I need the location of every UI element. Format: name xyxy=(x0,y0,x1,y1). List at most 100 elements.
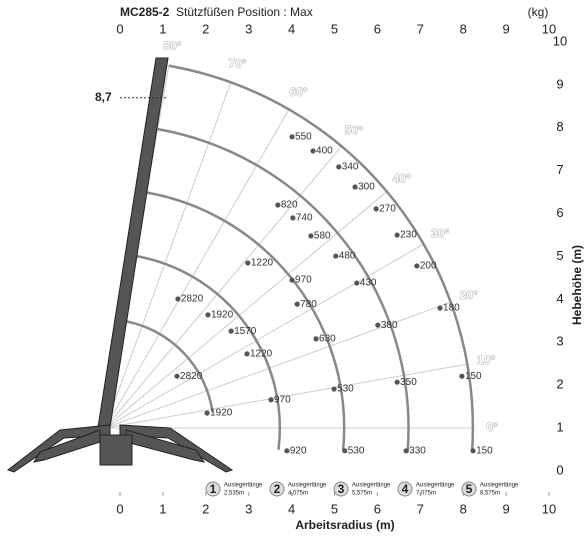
x-tick-label: 0 xyxy=(116,21,123,36)
load-point xyxy=(394,379,400,385)
load-point xyxy=(414,263,420,269)
legend-number: 4 xyxy=(402,482,409,496)
x-tick-label: 6 xyxy=(374,21,381,36)
angle-label: 30° xyxy=(431,227,449,241)
load-label: 1570 xyxy=(234,326,257,337)
angle-label: 70° xyxy=(228,56,246,70)
load-label: 1220 xyxy=(251,258,274,269)
load-point xyxy=(174,373,180,379)
load-label: 970 xyxy=(295,275,312,286)
angle-line xyxy=(104,243,424,429)
angle-line xyxy=(104,301,451,429)
load-point xyxy=(336,164,342,170)
load-point xyxy=(204,410,210,416)
x-tick-label: 5 xyxy=(331,21,338,36)
legend-badge xyxy=(333,481,349,497)
load-point xyxy=(375,322,381,328)
load-label: 530 xyxy=(337,384,354,395)
load-point xyxy=(284,448,290,454)
load-point xyxy=(244,351,250,357)
legend-length: 5,575m xyxy=(352,491,372,497)
y-tick-label: 8 xyxy=(556,119,563,134)
load-point xyxy=(373,206,379,212)
load-label: 340 xyxy=(342,161,359,172)
load-point xyxy=(331,386,337,392)
load-label: 350 xyxy=(400,377,417,388)
load-point xyxy=(470,448,476,454)
legend-name: Auslegerlänge xyxy=(224,483,263,489)
load-point xyxy=(275,202,281,208)
load-label: 150 xyxy=(465,371,482,382)
angle-label: 40° xyxy=(393,171,411,185)
legend-badge xyxy=(461,481,477,497)
load-label: 480 xyxy=(339,251,356,262)
load-point xyxy=(352,184,358,190)
legend-name: Auslegerlänge xyxy=(352,483,391,489)
x-tick-label: 7 xyxy=(417,501,424,516)
x-tick-label: 1 xyxy=(159,21,166,36)
y-tick-label: 10 xyxy=(553,33,567,48)
legend-name: Auslegerlänge xyxy=(288,483,327,489)
x-tick-label: 10 xyxy=(542,21,556,36)
load-label: 150 xyxy=(476,445,493,456)
angle-line xyxy=(104,191,388,429)
load-label: 230 xyxy=(400,230,417,241)
y-tick-label: 6 xyxy=(556,205,563,220)
load-point xyxy=(268,397,274,403)
load-point xyxy=(175,296,181,302)
legend-length: 7,075m xyxy=(416,491,436,497)
load-point xyxy=(310,148,316,154)
load-label: 270 xyxy=(379,204,396,215)
load-label: 580 xyxy=(314,231,331,242)
load-label: 2820 xyxy=(181,294,204,305)
load-label: 300 xyxy=(358,182,375,193)
load-label: 630 xyxy=(319,334,336,345)
boom-arc xyxy=(146,191,346,451)
load-label: 330 xyxy=(409,445,426,456)
legend-badge xyxy=(205,481,221,497)
y-tick-label: 0 xyxy=(556,462,563,477)
load-label: 180 xyxy=(443,303,460,314)
legend-name: Auslegerlänge xyxy=(416,483,455,489)
x-tick-label: 6 xyxy=(374,501,381,516)
x-tick-label: 3 xyxy=(245,21,252,36)
x-tick-label: 5 xyxy=(331,501,338,516)
y-tick-label: 5 xyxy=(556,248,563,263)
x-tick-label: 9 xyxy=(502,21,509,36)
load-label: 200 xyxy=(420,261,437,272)
load-point xyxy=(333,253,339,259)
x-tick-label: 3 xyxy=(245,501,252,516)
angle-line xyxy=(104,109,290,429)
load-point xyxy=(289,277,295,283)
crane xyxy=(6,57,234,473)
load-label: 430 xyxy=(360,278,377,289)
load-point xyxy=(294,301,300,307)
load-label: 1920 xyxy=(210,408,233,419)
load-label: 530 xyxy=(348,445,365,456)
chart-subtitle: Stützfüßen Position : Max xyxy=(176,5,313,19)
boom xyxy=(95,57,169,441)
angle-line xyxy=(104,145,342,429)
angle-label: 80° xyxy=(163,39,181,53)
load-label: 400 xyxy=(316,146,333,157)
legend-badge xyxy=(397,481,413,497)
legend-number: 5 xyxy=(466,482,473,496)
legend-name: Auslegerlänge xyxy=(480,483,519,489)
legend-badge xyxy=(269,481,285,497)
angle-line xyxy=(104,82,232,429)
load-point xyxy=(308,233,314,239)
y-tick-label: 9 xyxy=(556,76,563,91)
load-point xyxy=(403,448,409,454)
crane-body xyxy=(99,434,133,466)
x-tick-label: 2 xyxy=(202,21,209,36)
load-point xyxy=(354,280,360,286)
load-label: 920 xyxy=(290,445,307,456)
load-point xyxy=(437,305,443,311)
angle-label: 50° xyxy=(345,124,363,138)
load-point xyxy=(205,312,211,318)
x-tick-label: 2 xyxy=(202,501,209,516)
load-label: 380 xyxy=(381,320,398,331)
legend-length: 8,575m xyxy=(480,491,500,497)
x-tick-label: 8 xyxy=(460,21,467,36)
